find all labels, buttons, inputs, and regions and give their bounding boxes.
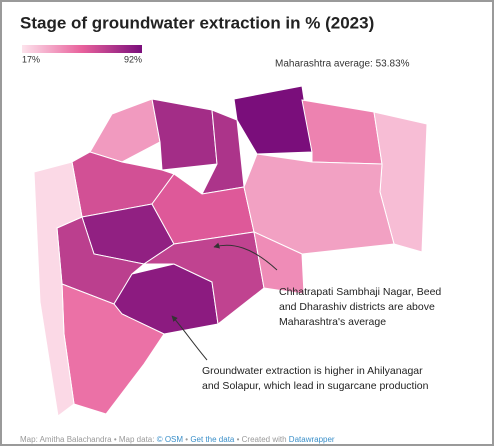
source-label: Map data: xyxy=(119,435,155,444)
district xyxy=(253,231,305,295)
source-link[interactable]: © OSM xyxy=(157,435,184,444)
tool-link[interactable]: Datawrapper xyxy=(289,435,335,444)
annotation-line: and Solapur, which lead in sugarcane pro… xyxy=(202,380,429,392)
arrow xyxy=(171,315,208,361)
tool-label: Created with xyxy=(242,435,287,444)
district xyxy=(151,98,218,171)
annotation-line: and Dharashiv districts are above xyxy=(279,301,435,313)
annotation-line: Chhatrapati Sambhaji Nagar, Beed xyxy=(279,286,441,298)
separator: • xyxy=(185,435,188,444)
district xyxy=(301,99,383,165)
district xyxy=(33,161,83,417)
legend-min: 17% xyxy=(22,54,40,64)
annotation-line: Groundwater extraction is higher in Ahil… xyxy=(202,365,423,377)
district xyxy=(233,85,313,155)
separator: • xyxy=(237,435,240,444)
title: Stage of groundwater extraction in % (20… xyxy=(20,13,374,32)
separator: • xyxy=(114,435,117,444)
annotations: Chhatrapati Sambhaji Nagar, Beed and Dhar… xyxy=(202,286,441,392)
credit: Map: Amitha Balachandra xyxy=(20,435,112,444)
annotation-line: Maharashtra's average xyxy=(279,316,386,328)
arrow xyxy=(213,242,278,271)
district xyxy=(89,98,161,163)
average-note: Maharashtra average: 53.83% xyxy=(275,59,410,70)
data-link[interactable]: Get the data xyxy=(190,435,235,444)
footer: Map: Amitha Balachandra • Map data: © OS… xyxy=(20,435,335,444)
districts xyxy=(33,85,428,417)
legend-max: 92% xyxy=(124,54,142,64)
legend-bar xyxy=(22,45,142,53)
